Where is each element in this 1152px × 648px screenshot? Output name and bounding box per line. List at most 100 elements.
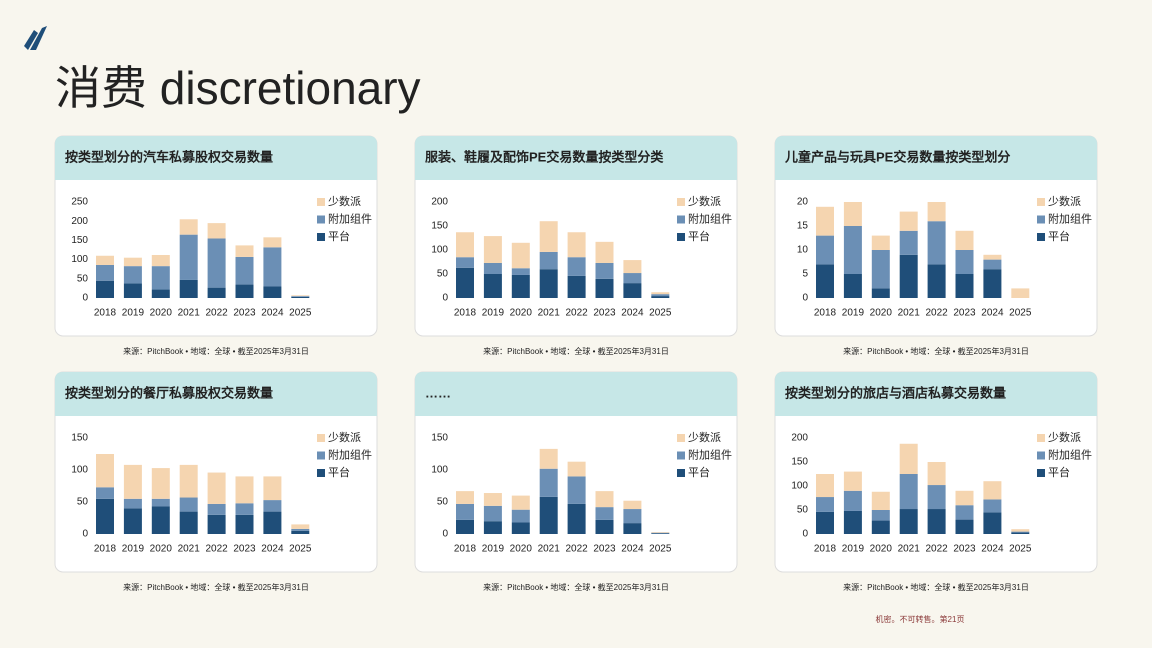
legend-swatch <box>1037 451 1045 460</box>
bar-segment <box>899 211 918 231</box>
x-tick-label: 2022 <box>925 544 948 555</box>
bar-segment <box>263 511 282 534</box>
bar-segment <box>955 250 974 274</box>
y-tick-label: 150 <box>431 221 448 232</box>
y-tick-label: 5 <box>802 269 808 280</box>
y-tick-label: 0 <box>802 293 808 304</box>
y-tick-label: 150 <box>431 433 448 444</box>
bar-segment <box>539 251 558 270</box>
x-tick-label: 2025 <box>289 308 312 319</box>
legend-label: 少数派 <box>1048 195 1081 208</box>
bar-segment <box>123 464 142 499</box>
source: 来源：PitchBook • 地域：全球 • 截至2025年3月31日 <box>483 582 669 592</box>
x-tick-label: 2018 <box>94 308 117 319</box>
bar-segment <box>207 514 226 534</box>
bar-segment <box>291 295 310 297</box>
y-tick-label: 0 <box>82 529 88 540</box>
bar-segment <box>291 530 310 534</box>
bar-segment <box>511 274 530 298</box>
bar-segment <box>179 279 198 298</box>
source: 来源：PitchBook • 地域：全球 • 截至2025年3月31日 <box>123 582 309 592</box>
bar-segment <box>623 500 642 510</box>
x-tick-label: 2025 <box>1009 308 1032 319</box>
x-tick-label: 2022 <box>205 544 228 555</box>
x-tick-label: 2020 <box>510 308 533 319</box>
bar-segment <box>483 493 502 506</box>
bar-segment <box>899 443 918 474</box>
bar-segment <box>207 503 226 515</box>
bar-segment <box>123 257 142 267</box>
bar-segment <box>207 472 226 504</box>
bar-segment <box>983 259 1002 270</box>
bar-segment <box>623 509 642 524</box>
bar-segment <box>843 202 862 226</box>
bar-segment <box>927 462 946 486</box>
x-tick-label: 2024 <box>261 544 284 555</box>
legend-swatch <box>317 215 325 224</box>
bar-segment <box>983 512 1002 534</box>
x-tick-label: 2021 <box>538 308 561 319</box>
bar-segment <box>151 468 170 499</box>
bar-segment <box>871 510 890 521</box>
y-tick-label: 10 <box>797 245 809 256</box>
bar-segment <box>651 294 670 297</box>
legend-swatch <box>317 469 325 477</box>
bar-segment <box>96 454 114 488</box>
source: 来源：PitchBook • 地域：全球 • 截至2025年3月31日 <box>123 346 309 356</box>
legend-swatch <box>317 233 325 241</box>
y-tick-label: 100 <box>791 481 808 492</box>
bar-segment <box>567 503 586 534</box>
bar-segment <box>816 497 834 512</box>
bar-segment <box>816 235 834 265</box>
y-tick-label: 100 <box>71 465 88 476</box>
bar-segment <box>623 283 642 298</box>
panel-header <box>415 136 737 180</box>
bar-segment <box>235 476 254 504</box>
bar-segment <box>123 266 142 284</box>
bar-segment <box>96 280 114 298</box>
bar-segment <box>871 491 890 510</box>
x-tick-label: 2020 <box>870 308 893 319</box>
panel-header <box>775 136 1097 180</box>
y-tick-label: 100 <box>431 465 448 476</box>
bar-segment <box>179 464 198 498</box>
bar-segment <box>927 264 946 298</box>
x-tick-label: 2019 <box>122 544 145 555</box>
bar-segment <box>816 264 834 298</box>
y-tick-label: 50 <box>77 273 89 284</box>
legend-label: 少数派 <box>688 195 721 208</box>
bar-segment <box>456 267 474 298</box>
x-tick-label: 2018 <box>454 544 477 555</box>
legend-label: 附加组件 <box>328 447 372 461</box>
bar-segment <box>151 289 170 298</box>
x-tick-label: 2021 <box>898 308 921 319</box>
bar-segment <box>456 491 474 504</box>
bar-segment <box>1011 532 1030 534</box>
bar-segment <box>623 273 642 284</box>
bar-segment <box>816 206 834 236</box>
legend-label: 平台 <box>688 229 710 243</box>
legend-label: 少数派 <box>328 195 361 208</box>
x-tick-label: 2018 <box>814 544 837 555</box>
x-tick-label: 2025 <box>289 544 312 555</box>
bar-segment <box>983 254 1002 260</box>
source: 来源：PitchBook • 地域：全球 • 截至2025年3月31日 <box>843 346 1029 356</box>
bar-segment <box>623 260 642 274</box>
x-tick-label: 2018 <box>454 308 477 319</box>
bar-segment <box>96 255 114 265</box>
x-tick-label: 2023 <box>593 308 616 319</box>
legend-label: 少数派 <box>1048 431 1081 444</box>
legend-label: 附加组件 <box>688 447 732 461</box>
bar-segment <box>816 474 834 498</box>
x-tick-label: 2018 <box>814 308 837 319</box>
bar-segment <box>123 508 142 534</box>
bar-segment <box>955 274 974 298</box>
x-tick-label: 2023 <box>593 544 616 555</box>
bar-segment <box>151 498 170 507</box>
x-tick-label: 2024 <box>981 544 1004 555</box>
legend-label: 平台 <box>328 465 350 479</box>
legend-label: 少数派 <box>328 431 361 444</box>
bar-segment <box>871 235 890 250</box>
bar-segment <box>291 296 310 298</box>
